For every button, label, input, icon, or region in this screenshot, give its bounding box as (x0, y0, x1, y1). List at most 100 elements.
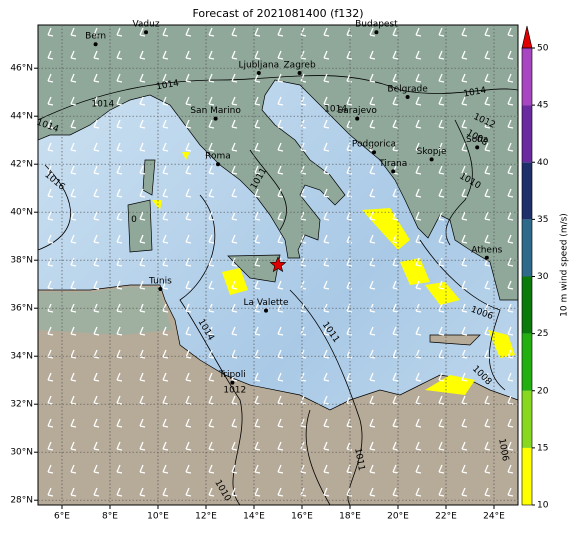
wind-barb (369, 119, 376, 129)
wind-barb (392, 395, 399, 405)
wind-barb (392, 303, 399, 313)
city-dot (372, 150, 376, 155)
wind-barb (277, 303, 284, 313)
wind-barb (323, 188, 330, 198)
wind-barb (415, 418, 422, 428)
wind-barb (185, 280, 192, 290)
wind-barb (484, 27, 491, 37)
wind-barb (300, 50, 307, 60)
wind-barb (139, 349, 146, 359)
wind-barb (162, 50, 169, 60)
wind-barb (277, 50, 284, 60)
wind-barb (277, 395, 284, 405)
wind-barb (47, 257, 54, 267)
wind-barb (277, 280, 284, 290)
wind-barb (162, 188, 169, 198)
wind-barb (346, 142, 353, 152)
wind-barb (277, 441, 284, 451)
city-dot (216, 162, 220, 167)
wind-barb (162, 73, 169, 83)
wind-barb (70, 395, 77, 405)
colorbar-tick-label: 35 (537, 215, 548, 225)
wind-barb (438, 234, 445, 244)
wind-barb (461, 441, 468, 451)
wind-barb (231, 280, 238, 290)
wind-barb (208, 257, 215, 267)
wind-barb (300, 418, 307, 428)
wind-barb (392, 464, 399, 474)
wind-barb (323, 326, 330, 336)
wind-barb (47, 50, 54, 60)
wind-barb (484, 211, 491, 221)
wind-barb (438, 487, 445, 497)
wind-barb (185, 27, 192, 37)
wind-barb (116, 487, 123, 497)
wind-barb (369, 280, 376, 290)
isobar-label: 1012 (223, 385, 246, 395)
wind-barb (346, 257, 353, 267)
wind-barb (507, 395, 514, 405)
title: Forecast of 2021081400 (f132) (192, 7, 363, 20)
wind-barb (300, 211, 307, 221)
isobar-label: 1014 (156, 79, 181, 93)
wind-barb (415, 50, 422, 60)
isobar-label: 0 (131, 215, 137, 225)
wind-barb (461, 142, 468, 152)
wind-barb (116, 188, 123, 198)
wind-barb (277, 487, 284, 497)
wind-barb (392, 257, 399, 267)
wind-barb (231, 188, 238, 198)
wind-barb (277, 165, 284, 175)
wind-barb (415, 188, 422, 198)
wind-barb (507, 96, 514, 106)
wind-barb (185, 441, 192, 451)
city-label: La Valette (244, 298, 289, 308)
colorbar-tick-label: 40 (537, 158, 549, 168)
wind-barb (70, 27, 77, 37)
wind-barb (438, 257, 445, 267)
wind-barb (116, 395, 123, 405)
wind-barb (369, 50, 376, 60)
sardinia (127, 199, 153, 253)
wind-barb (139, 464, 146, 474)
x-tick-label: 16°E (291, 512, 313, 522)
wind-barb (208, 119, 215, 129)
wind-barb (323, 73, 330, 83)
y-tick-label: 40°N (10, 208, 33, 218)
wind-barb (415, 211, 422, 221)
colorbar-segment (522, 162, 532, 220)
wind-barb (484, 326, 491, 336)
city-label: Vaduz (132, 20, 159, 30)
wind-barb (208, 234, 215, 244)
wind-barb (93, 96, 100, 106)
wind-barb (461, 165, 468, 175)
city-label: Tirana (378, 159, 407, 169)
wind-barb (208, 96, 215, 106)
wind-barb (70, 73, 77, 83)
wind-barb (277, 119, 284, 129)
wind-barb (323, 464, 330, 474)
wind-barb (484, 464, 491, 474)
wind-barb (346, 349, 353, 359)
wind-barb (139, 50, 146, 60)
wind-barb (323, 487, 330, 497)
isobar-label: 1014 (324, 105, 347, 115)
wind-barb (346, 372, 353, 382)
wind-barb (93, 303, 100, 313)
wind-barb (392, 96, 399, 106)
city-dot (374, 30, 379, 35)
wind-barb (461, 73, 468, 83)
wind-barb (300, 372, 307, 382)
wind-barb (323, 418, 330, 428)
wind-barb (208, 211, 215, 221)
wind-barb (93, 487, 100, 497)
wind-barb (323, 372, 330, 382)
wind-barb (93, 418, 100, 428)
wind-barb (507, 303, 514, 313)
wind-barb (415, 257, 422, 267)
y-tick-label: 28°N (10, 496, 33, 506)
wind-barb (438, 349, 445, 359)
wind-barb (208, 50, 215, 60)
wind-barbs (47, 27, 514, 497)
colorbar-segment (522, 48, 532, 106)
